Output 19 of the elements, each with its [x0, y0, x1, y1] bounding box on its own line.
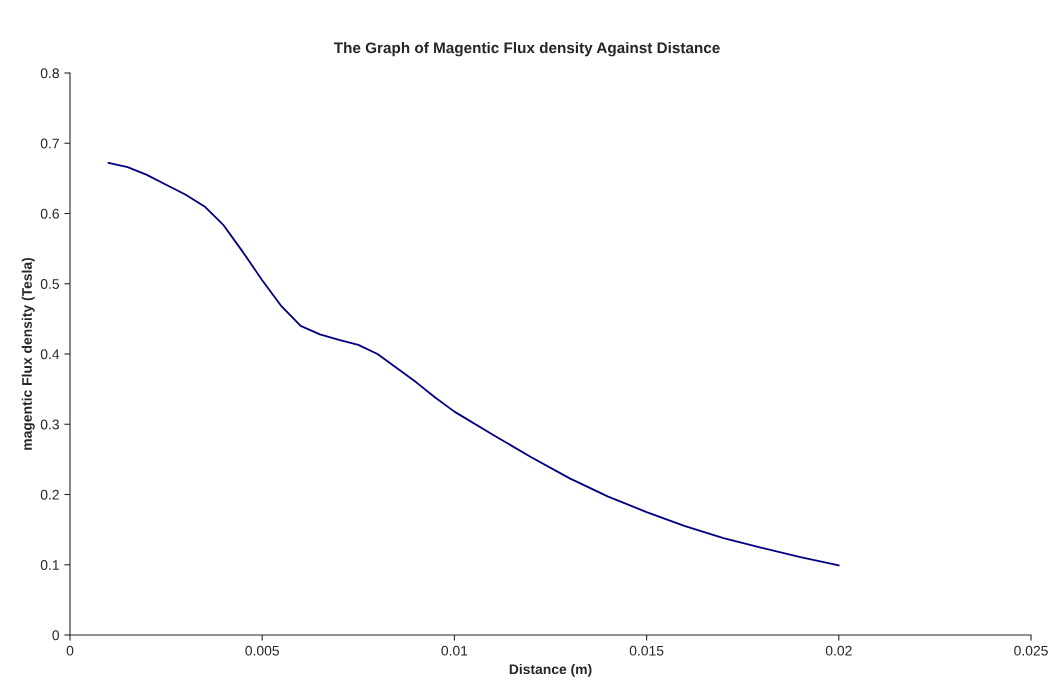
x-tick-label: 0.01	[441, 645, 468, 656]
x-tick-label: 0.005	[245, 645, 279, 656]
y-tick-label: 0.1	[40, 560, 59, 570]
y-tick-label: 0.4	[40, 349, 60, 360]
x-tick-label: 0	[66, 645, 74, 656]
y-tick-label: 0.7	[40, 138, 59, 149]
x-tick-label: 0.025	[1014, 645, 1048, 656]
x-tick-label: 0.02	[825, 645, 852, 656]
y-tick-label: 0	[52, 630, 60, 641]
y-tick-label: 0.8	[40, 68, 59, 79]
y-axis-title: magentic Flux density (Tesla)	[21, 257, 35, 450]
y-tick-label: 0.3	[40, 419, 59, 430]
line-series	[107, 162, 840, 567]
x-axis-title: Distance (m)	[509, 663, 592, 677]
chart-title: The Graph of Magentic Flux density Against Distance	[333, 42, 720, 57]
y-tick-label: 0.2	[40, 489, 59, 500]
y-tick-label: 0.5	[40, 279, 59, 289]
y-tick-label: 0.6	[40, 208, 59, 219]
x-tick-label: 0.015	[629, 645, 664, 656]
